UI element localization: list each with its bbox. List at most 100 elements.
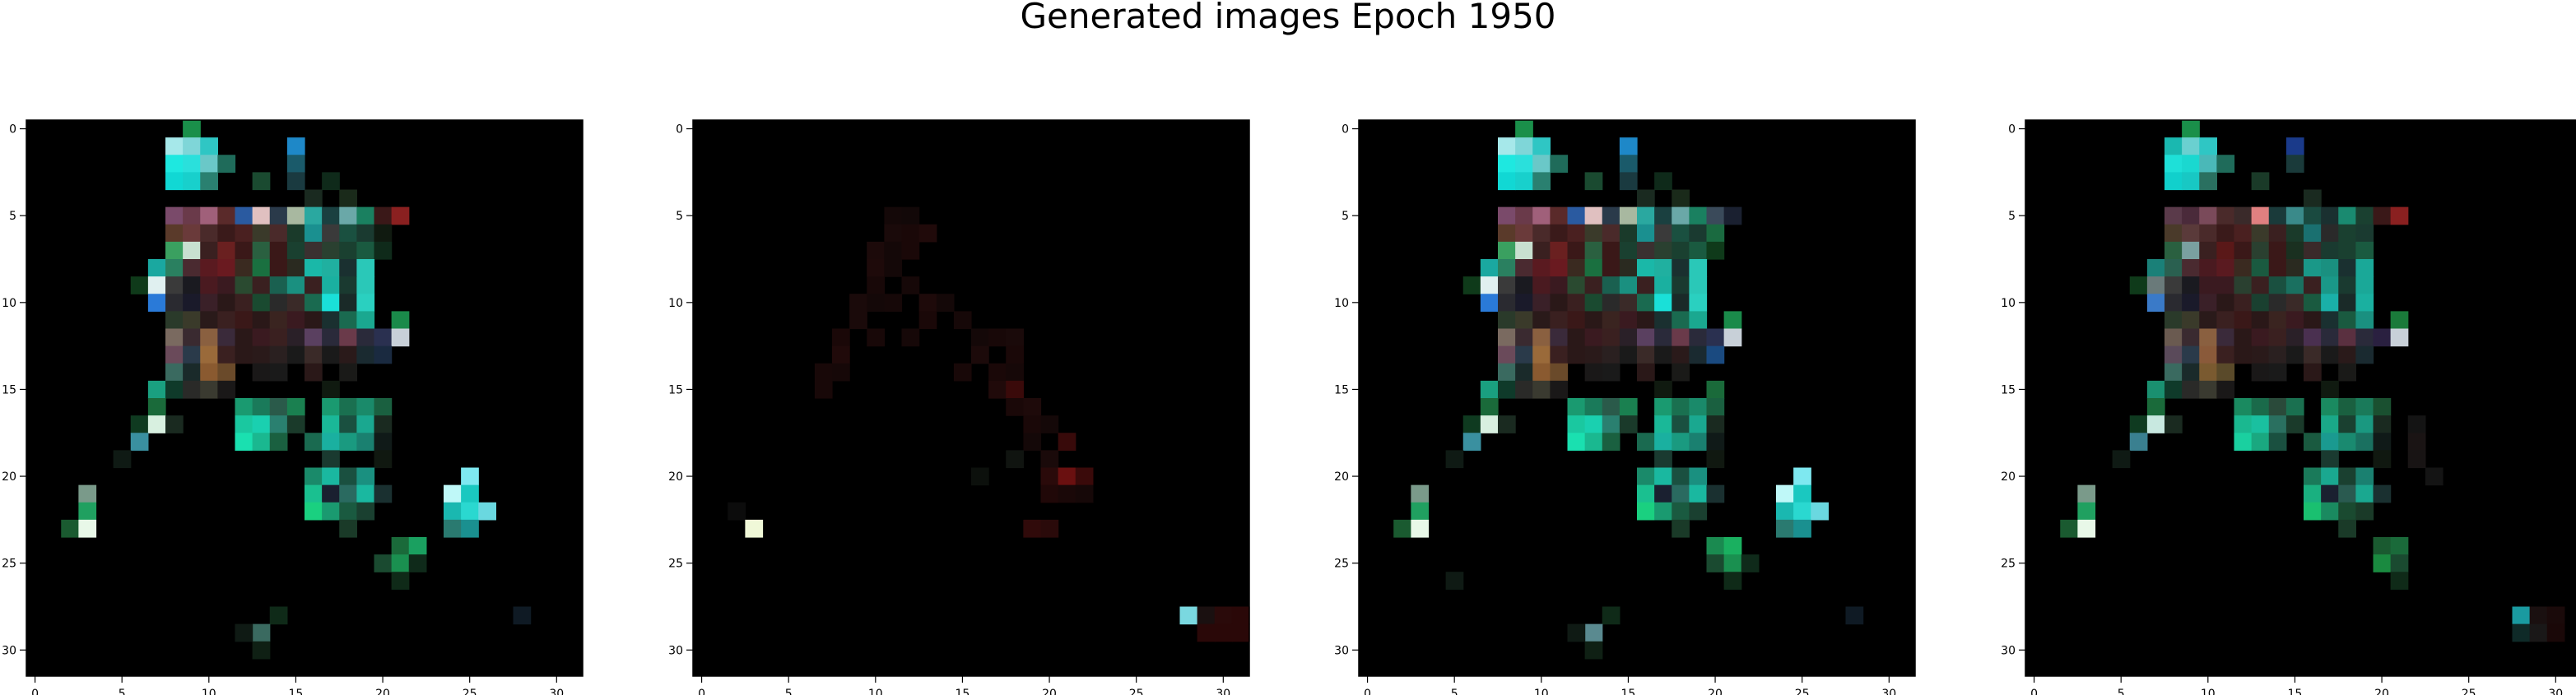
pixel <box>2216 311 2235 330</box>
pixel <box>1654 467 1672 486</box>
pixel <box>1411 502 1430 521</box>
pixel <box>165 328 184 347</box>
pixel <box>286 345 305 364</box>
y-tick-label: 15 <box>2001 383 2016 396</box>
pixel <box>2373 398 2392 416</box>
pixel <box>339 363 357 382</box>
pixel <box>2338 363 2356 382</box>
pixel <box>305 311 323 330</box>
pixel <box>183 363 201 382</box>
pixel <box>2182 224 2200 243</box>
pixel <box>217 380 236 399</box>
pixel <box>513 606 532 625</box>
pixel <box>1776 519 1794 538</box>
pixel <box>867 328 885 347</box>
pixel <box>339 276 357 294</box>
pixel <box>2338 502 2356 521</box>
pixel <box>130 433 149 451</box>
pixel <box>2355 224 2374 243</box>
pixel <box>1689 294 1708 312</box>
pixel <box>2146 380 2165 399</box>
x-tick-label: 25 <box>463 688 477 695</box>
pixel <box>2268 311 2287 330</box>
pixel <box>1515 137 1533 155</box>
pixel <box>971 328 989 347</box>
pixel <box>2234 241 2253 260</box>
pixel <box>884 294 903 312</box>
pixel <box>2077 519 2096 538</box>
x-tick-label: 30 <box>1216 688 1230 695</box>
pixel <box>235 328 253 347</box>
pixel <box>2338 294 2356 312</box>
pixel <box>1498 380 1516 399</box>
pixel <box>2164 380 2183 399</box>
pixel <box>356 467 375 486</box>
pixel <box>2216 380 2235 399</box>
pixel <box>461 502 479 521</box>
pixel <box>2199 259 2217 277</box>
pixel <box>1480 415 1499 433</box>
pixel <box>1602 606 1620 625</box>
pixel <box>2164 294 2183 312</box>
pixel <box>2338 311 2356 330</box>
pixel <box>339 519 357 538</box>
pixel <box>2182 380 2200 399</box>
pixel <box>339 433 357 451</box>
pixel <box>2146 259 2165 277</box>
pixel <box>2268 241 2287 260</box>
pixel <box>165 206 184 225</box>
pixel <box>165 345 184 364</box>
pixel <box>2285 294 2304 312</box>
pixel <box>286 294 305 312</box>
pixel <box>183 206 201 225</box>
pixel <box>849 294 867 312</box>
pixel <box>1689 433 1708 451</box>
pixel <box>867 241 885 260</box>
pixel <box>2251 294 2270 312</box>
pixel <box>461 484 479 503</box>
pixel <box>1723 537 1742 555</box>
pixel <box>1550 259 1569 277</box>
pixel <box>252 345 271 364</box>
pixel <box>2285 398 2304 416</box>
pixel <box>1689 467 1708 486</box>
pixel <box>1672 467 1690 486</box>
pixel <box>1498 137 1516 155</box>
x-tick-label: 20 <box>375 688 390 695</box>
pixel <box>183 259 201 277</box>
pixel <box>918 294 937 312</box>
pixel <box>1498 276 1516 294</box>
pixel <box>286 241 305 260</box>
pixel <box>1532 241 1551 260</box>
pixel <box>217 276 236 294</box>
pixel <box>2338 433 2356 451</box>
pixel <box>2355 311 2374 330</box>
pixel <box>322 502 340 521</box>
x-tick-label: 5 <box>119 688 126 695</box>
pixel <box>183 241 201 260</box>
pixel <box>165 259 184 277</box>
axes-frame <box>26 119 584 677</box>
pixel <box>322 276 340 294</box>
pixel <box>1637 189 1655 208</box>
pixel <box>2321 433 2339 451</box>
pixel <box>374 433 393 451</box>
pixel <box>2216 241 2235 260</box>
pixel <box>2182 241 2200 260</box>
pixel <box>849 311 867 330</box>
pixel <box>1654 433 1672 451</box>
pixel <box>2199 224 2217 243</box>
pixel <box>286 311 305 330</box>
pixel <box>286 137 305 155</box>
axes-frame <box>1358 119 1916 677</box>
pixel <box>2355 502 2374 521</box>
pixel <box>2268 415 2287 433</box>
pixel <box>356 311 375 330</box>
pixel <box>728 502 746 521</box>
pixel <box>2338 519 2356 538</box>
pixel <box>2268 224 2287 243</box>
x-tick-label: 30 <box>549 688 564 695</box>
y-tick-label: 10 <box>2001 297 2016 310</box>
pixel <box>2234 294 2253 312</box>
pixel <box>356 345 375 364</box>
